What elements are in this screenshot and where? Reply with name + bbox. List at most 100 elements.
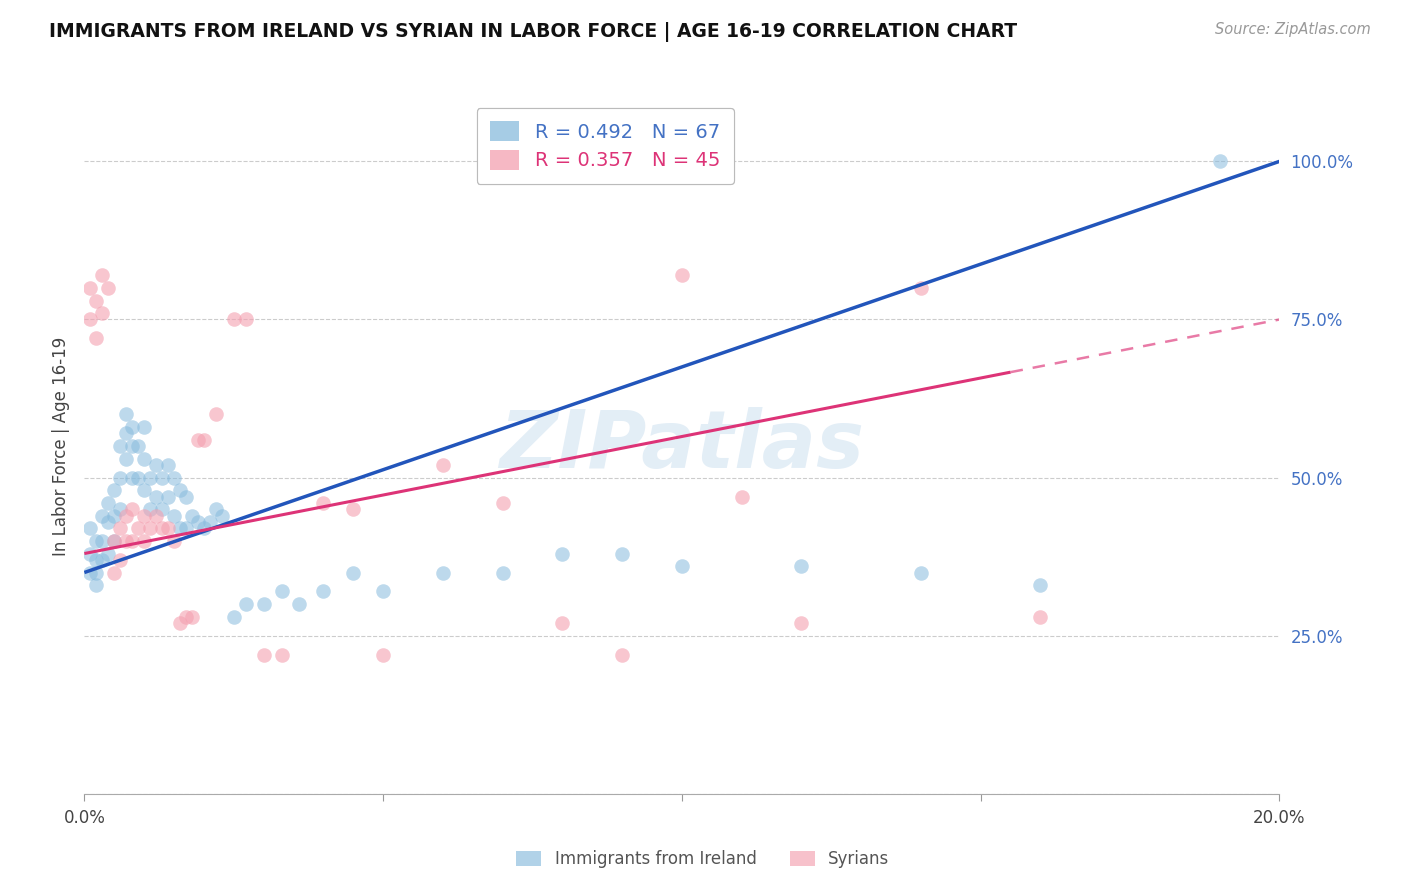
Point	[288, 597, 311, 611]
Point	[373, 584, 395, 599]
Point	[193, 433, 215, 447]
Point	[342, 502, 364, 516]
Point	[671, 268, 693, 283]
Point	[187, 515, 209, 529]
Point	[127, 470, 149, 484]
Point	[79, 312, 101, 326]
Point	[91, 306, 114, 320]
Text: IMMIGRANTS FROM IRELAND VS SYRIAN IN LABOR FORCE | AGE 16-19 CORRELATION CHART: IMMIGRANTS FROM IRELAND VS SYRIAN IN LAB…	[49, 22, 1018, 42]
Point	[103, 483, 125, 498]
Point	[110, 502, 132, 516]
Point	[235, 597, 257, 611]
Point	[342, 566, 364, 580]
Point	[115, 533, 138, 548]
Point	[174, 490, 197, 504]
Point	[139, 521, 162, 535]
Point	[91, 508, 114, 523]
Point	[103, 533, 125, 548]
Point	[97, 515, 120, 529]
Point	[157, 458, 180, 472]
Point	[312, 496, 335, 510]
Point	[103, 566, 125, 580]
Point	[86, 293, 108, 308]
Point	[910, 281, 932, 295]
Point	[110, 521, 132, 535]
Text: Source: ZipAtlas.com: Source: ZipAtlas.com	[1215, 22, 1371, 37]
Point	[132, 483, 156, 498]
Point	[790, 559, 813, 574]
Point	[145, 458, 167, 472]
Point	[103, 508, 125, 523]
Point	[551, 547, 574, 561]
Point	[110, 470, 132, 484]
Point	[115, 508, 138, 523]
Point	[150, 521, 173, 535]
Point	[731, 490, 754, 504]
Point	[1029, 609, 1052, 624]
Point	[790, 616, 813, 631]
Point	[127, 439, 149, 453]
Point	[253, 597, 276, 611]
Point	[127, 521, 149, 535]
Point	[492, 566, 515, 580]
Text: ZIPatlas: ZIPatlas	[499, 407, 865, 485]
Point	[163, 470, 186, 484]
Point	[91, 553, 114, 567]
Point	[145, 490, 167, 504]
Legend: R = 0.492   N = 67, R = 0.357   N = 45: R = 0.492 N = 67, R = 0.357 N = 45	[477, 108, 734, 184]
Point	[187, 433, 209, 447]
Point	[150, 502, 173, 516]
Point	[91, 268, 114, 283]
Point	[139, 470, 162, 484]
Point	[132, 420, 156, 434]
Point	[145, 508, 167, 523]
Point	[910, 566, 932, 580]
Point	[193, 521, 215, 535]
Point	[205, 502, 228, 516]
Point	[103, 533, 125, 548]
Point	[86, 566, 108, 580]
Point	[91, 533, 114, 548]
Point	[169, 521, 191, 535]
Point	[132, 451, 156, 466]
Point	[373, 648, 395, 662]
Point	[222, 609, 245, 624]
Point	[174, 521, 197, 535]
Point	[157, 490, 180, 504]
Point	[169, 616, 191, 631]
Point	[270, 648, 292, 662]
Point	[312, 584, 335, 599]
Point	[492, 496, 515, 510]
Point	[86, 553, 108, 567]
Point	[132, 508, 156, 523]
Point	[253, 648, 276, 662]
Point	[79, 566, 101, 580]
Legend: Immigrants from Ireland, Syrians: Immigrants from Ireland, Syrians	[510, 844, 896, 875]
Point	[270, 584, 292, 599]
Point	[671, 559, 693, 574]
Point	[97, 281, 120, 295]
Point	[79, 547, 101, 561]
Y-axis label: In Labor Force | Age 16-19: In Labor Force | Age 16-19	[52, 336, 70, 556]
Point	[551, 616, 574, 631]
Point	[121, 470, 143, 484]
Point	[181, 508, 204, 523]
Point	[163, 533, 186, 548]
Point	[121, 420, 143, 434]
Point	[432, 566, 454, 580]
Point	[110, 439, 132, 453]
Point	[115, 408, 138, 422]
Point	[79, 281, 101, 295]
Point	[86, 533, 108, 548]
Point	[110, 553, 132, 567]
Point	[432, 458, 454, 472]
Point	[86, 331, 108, 345]
Point	[86, 578, 108, 592]
Point	[612, 547, 634, 561]
Point	[1209, 154, 1232, 169]
Point	[612, 648, 634, 662]
Point	[121, 439, 143, 453]
Point	[97, 496, 120, 510]
Point	[222, 312, 245, 326]
Point	[198, 515, 221, 529]
